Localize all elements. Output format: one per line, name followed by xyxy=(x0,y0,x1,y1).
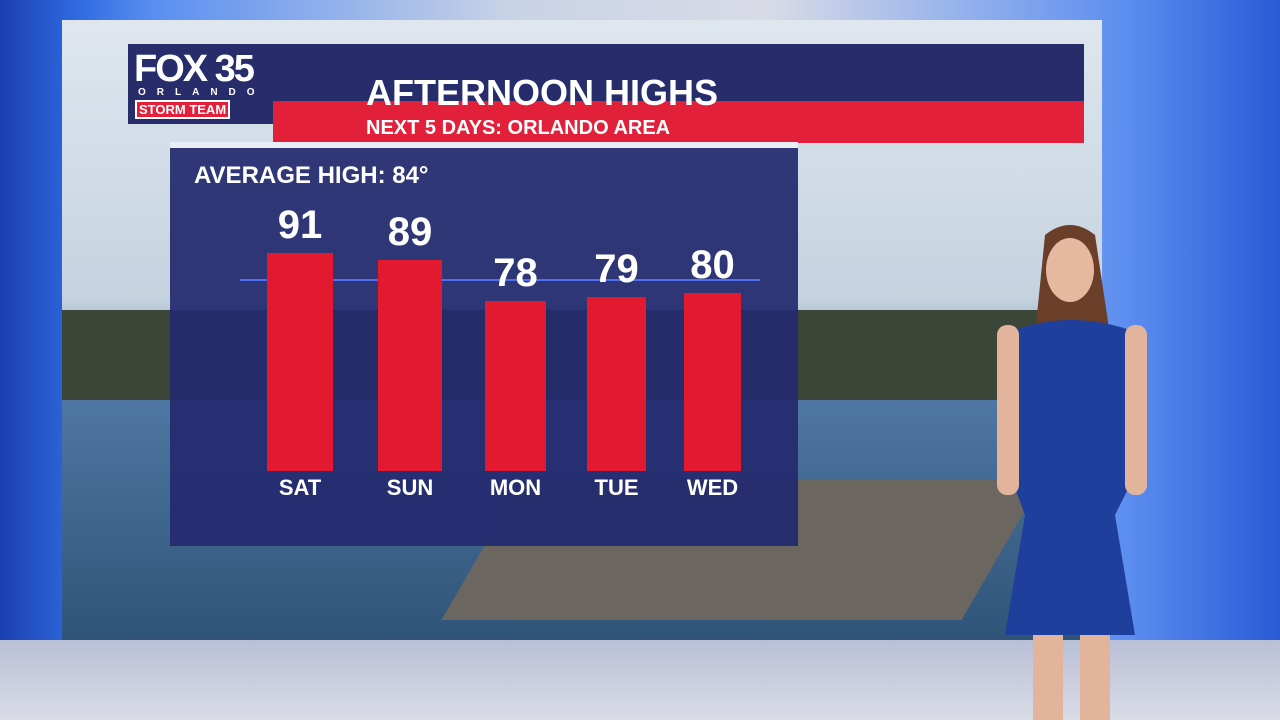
bar-wed xyxy=(684,293,741,471)
studio-floor xyxy=(0,640,1280,720)
value-label-wed: 80 xyxy=(690,243,735,288)
graphic-title: AFTERNOON HIGHS xyxy=(366,72,719,113)
header-subtitle-bar xyxy=(273,101,1084,143)
value-label-sat: 91 xyxy=(277,202,323,247)
value-label-sun: 89 xyxy=(387,210,433,255)
bar-sun xyxy=(378,260,442,471)
logo-text: FOX 35 xyxy=(134,48,255,90)
logo-team: STORM TEAM xyxy=(135,100,231,119)
graphic-header: FOX 35 ORLANDO STORM TEAM AFTERNOON HIGH… xyxy=(128,44,1084,148)
average-high-label: AVERAGE HIGH: 84° xyxy=(194,162,429,189)
header-title-bar xyxy=(128,44,1084,104)
day-label-mon: MON xyxy=(489,475,542,500)
station-logo: FOX 35 ORLANDO STORM TEAM xyxy=(128,44,273,124)
logo-city: ORLANDO xyxy=(138,87,266,98)
bar-mon xyxy=(485,300,546,471)
day-label-tue: TUE xyxy=(594,475,639,500)
graphic-subtitle: NEXT 5 DAYS: ORLANDO AREA xyxy=(366,117,671,139)
bar-sat xyxy=(267,252,333,471)
bar-tue xyxy=(587,297,646,471)
day-label-wed: WED xyxy=(686,475,739,500)
value-label-mon: 78 xyxy=(493,250,538,295)
value-label-tue: 79 xyxy=(594,247,639,292)
chart-panel: AVERAGE HIGH: 84° 91 SAT 89 SUN 78 MON 79 TUE 80… xyxy=(170,142,798,546)
average-high-line xyxy=(240,278,760,281)
day-label-sun: SUN xyxy=(386,475,434,500)
presenter xyxy=(997,225,1147,720)
day-label-sat: SAT xyxy=(278,475,322,500)
